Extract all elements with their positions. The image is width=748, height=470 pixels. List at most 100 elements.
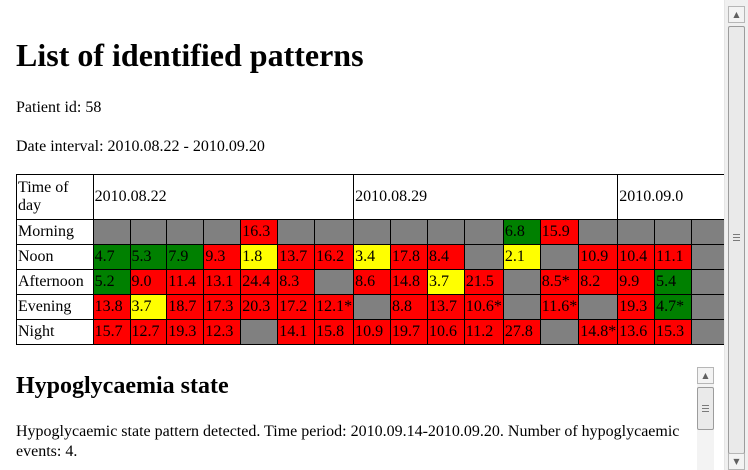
- value-cell: [539, 244, 580, 270]
- patient-id: Patient id: 58: [16, 99, 102, 116]
- value-cell: [691, 219, 725, 245]
- value-cell: 5.4: [654, 269, 693, 295]
- value-cell: 4.7*: [654, 294, 693, 320]
- value-cell: 5.3: [129, 244, 168, 270]
- value-cell: 15.7: [92, 319, 131, 345]
- value-cell: [390, 219, 428, 245]
- table-row: Night 15.7 12.7 19.3 12.3 14.1 15.8 10.9 19.7 10.…: [16, 319, 725, 345]
- table-row: Noon 4.7 5.3 7.9 9.3 1.8 13.7 16.2 3.4 17.8 8.4 2.1…: [16, 244, 725, 270]
- value-cell: 16.2: [314, 244, 355, 270]
- value-cell: [502, 294, 541, 320]
- value-cell: 7.9: [166, 244, 205, 270]
- value-cell: 5.2: [92, 269, 131, 295]
- table-row: Evening 13.8 3.7 18.7 17.3 20.3 17.2 12.1* 8.8 13…: [16, 294, 725, 320]
- scroll-up-arrow-icon[interactable]: ▲: [697, 367, 714, 384]
- section-title: Hypoglycaemia state: [16, 373, 229, 399]
- page-scrollbar[interactable]: ▲ ▼: [724, 0, 748, 470]
- value-cell: [353, 219, 392, 245]
- table-header-row: Time of day 2010.08.22 2010.08.29 2010.09.0: [16, 174, 725, 220]
- value-cell: 3.4: [353, 244, 392, 270]
- value-cell: [578, 219, 619, 245]
- row-label: Evening: [16, 294, 94, 320]
- week-header: 2010.08.22: [92, 174, 355, 220]
- value-cell: 10.6*: [463, 294, 504, 320]
- table-row: Afternoon 5.2 9.0 11.4 13.1 24.4 8.3 8.6 14.8 3.7…: [16, 269, 725, 295]
- value-cell: [463, 219, 504, 245]
- value-cell: [129, 219, 168, 245]
- scroll-up-arrow-icon[interactable]: ▲: [728, 6, 745, 23]
- value-cell: 19.3: [166, 319, 205, 345]
- value-cell: 13.1: [203, 269, 242, 295]
- value-cell: 3.7: [426, 269, 465, 295]
- value-cell: 12.3: [203, 319, 242, 345]
- inner-scrollbar[interactable]: ▲: [697, 367, 714, 470]
- value-cell: 20.3: [240, 294, 279, 320]
- value-cell: 8.5*: [539, 269, 580, 295]
- value-cell: 1.8: [240, 244, 279, 270]
- value-cell: 17.2: [277, 294, 316, 320]
- value-cell: [691, 294, 725, 320]
- row-label: Morning: [16, 219, 94, 245]
- value-cell: [426, 219, 465, 245]
- value-cell: [654, 219, 693, 245]
- value-cell: 9.9: [617, 269, 656, 295]
- value-cell: 11.4: [166, 269, 205, 295]
- value-cell: [353, 294, 392, 320]
- patterns-table: Time of day 2010.08.22 2010.08.29 2010.09.0…: [16, 174, 725, 345]
- value-cell: 8.6: [353, 269, 392, 295]
- week-header: 2010.08.29: [353, 174, 619, 220]
- value-cell: 13.7: [277, 244, 316, 270]
- value-cell: [314, 219, 355, 245]
- value-cell: 10.9: [578, 244, 619, 270]
- value-cell: 4.7: [92, 244, 131, 270]
- value-cell: [578, 294, 619, 320]
- value-cell: 14.8*: [578, 319, 619, 345]
- scroll-down-arrow-icon[interactable]: ▼: [728, 453, 745, 470]
- inner-scrollbar-thumb[interactable]: [697, 387, 714, 430]
- row-label: Noon: [16, 244, 94, 270]
- value-cell: [691, 269, 725, 295]
- value-cell: 14.8: [390, 269, 428, 295]
- page-content: List of identified patterns Patient id: …: [16, 37, 725, 470]
- value-cell: [463, 244, 504, 270]
- value-cell: 9.3: [203, 244, 242, 270]
- value-cell: 9.0: [129, 269, 168, 295]
- value-cell: 8.2: [578, 269, 619, 295]
- value-cell: 14.1: [277, 319, 316, 345]
- value-cell: 8.8: [390, 294, 428, 320]
- value-cell: 13.8: [92, 294, 131, 320]
- value-cell: 3.7: [129, 294, 168, 320]
- value-cell: 11.1: [654, 244, 693, 270]
- value-cell: 27.8: [502, 319, 541, 345]
- value-cell: 19.3: [617, 294, 656, 320]
- value-cell: [166, 219, 205, 245]
- page-title: List of identified patterns: [16, 37, 364, 73]
- value-cell: 16.3: [240, 219, 279, 245]
- value-cell: 18.7: [166, 294, 205, 320]
- value-cell: 24.4: [240, 269, 279, 295]
- corner-header: Time of day: [16, 174, 94, 220]
- value-cell: 10.9: [353, 319, 392, 345]
- value-cell: 15.3: [654, 319, 693, 345]
- value-cell: 13.7: [426, 294, 465, 320]
- value-cell: 12.1*: [314, 294, 355, 320]
- value-cell: [691, 319, 725, 345]
- value-cell: 15.9: [539, 219, 580, 245]
- date-interval: Date interval: 2010.08.22 - 2010.09.20: [16, 138, 265, 155]
- value-cell: 17.3: [203, 294, 242, 320]
- value-cell: [617, 219, 656, 245]
- table-row: Morning 16.3 6.8 15.9: [16, 219, 725, 245]
- page-scrollbar-thumb[interactable]: [728, 26, 745, 454]
- value-cell: [539, 319, 580, 345]
- value-cell: 10.6: [426, 319, 465, 345]
- patterns-table-container: Time of day 2010.08.22 2010.08.29 2010.09.0…: [16, 174, 725, 354]
- value-cell: 19.7: [390, 319, 428, 345]
- value-cell: [203, 219, 242, 245]
- value-cell: 12.7: [129, 319, 168, 345]
- value-cell: 17.8: [390, 244, 428, 270]
- value-cell: [240, 319, 279, 345]
- value-cell: 8.3: [277, 269, 316, 295]
- value-cell: 13.6: [617, 319, 656, 345]
- value-cell: 2.1: [502, 244, 541, 270]
- section-text: Hypoglycaemic state pattern detected. Ti…: [16, 423, 680, 460]
